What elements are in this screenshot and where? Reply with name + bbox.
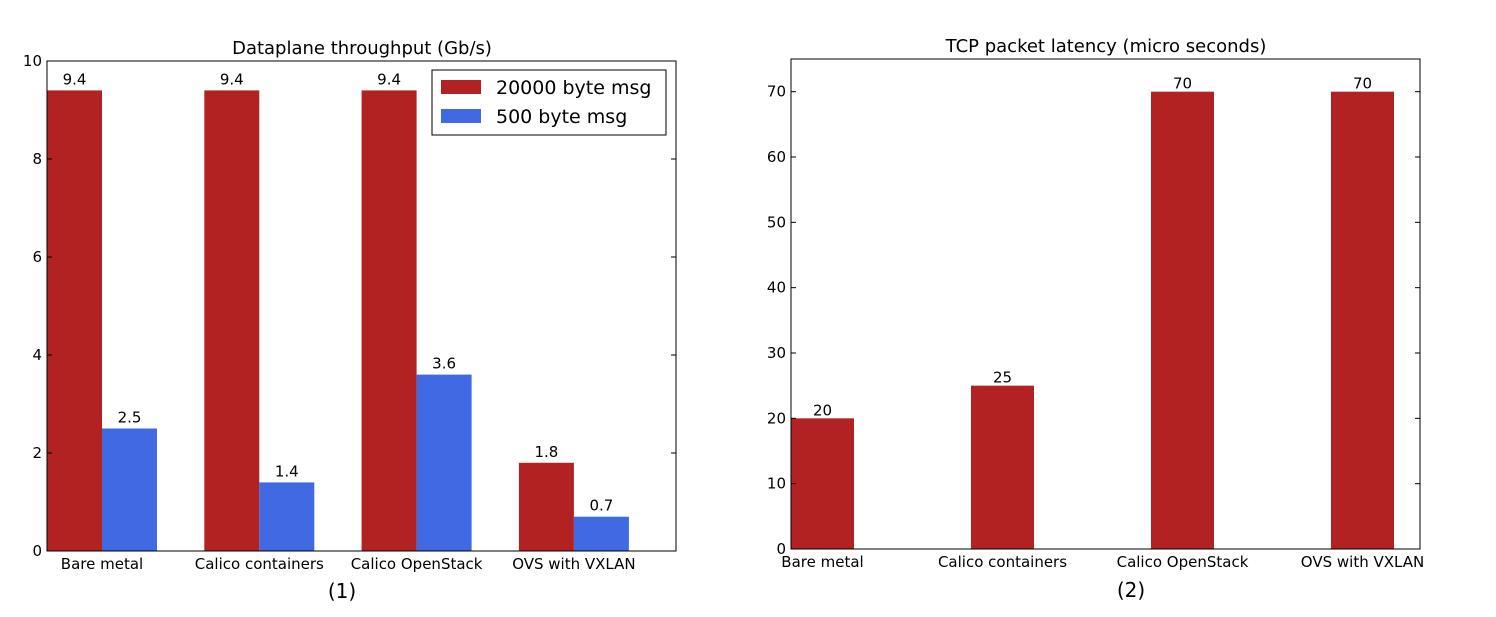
bar-latency-calico-containers [971, 385, 1034, 549]
y-tick-label: 40 [767, 279, 786, 297]
bar-value-label: 9.4 [377, 70, 401, 88]
bar-value-label: 1.4 [275, 462, 299, 480]
x-tick-label-bare-metal: Bare metal [61, 555, 143, 573]
bar-20000-byte-msg-calico-openstack [361, 90, 417, 552]
bar-500-byte-msg-calico-containers [259, 482, 315, 551]
bar-value-label: 1.8 [534, 443, 558, 461]
legend-label-500: 500 byte msg [496, 106, 627, 128]
bar-value-label: 2.5 [118, 409, 142, 427]
throughput-chart-title: Dataplane throughput (Gb/s) [232, 38, 492, 59]
bar-value-label: 20 [813, 401, 832, 419]
bar-500-byte-msg-bare-metal [102, 428, 157, 551]
y-tick-label: 0 [776, 540, 786, 558]
bar-value-label: 25 [993, 369, 1012, 387]
y-tick-label: 4 [32, 346, 42, 364]
latency-panel-label: (2) [1117, 578, 1145, 602]
bar-500-byte-msg-ovs-with-vxlan [573, 516, 629, 551]
bar-value-label: 0.7 [589, 497, 613, 515]
x-tick-label-calico-openstack: Calico OpenStack [1117, 553, 1249, 571]
bar-value-label: 9.4 [63, 70, 87, 88]
bar-value-label: 70 [1173, 75, 1192, 93]
y-tick-label: 10 [23, 52, 42, 70]
throughput-plot-frame [46, 60, 677, 552]
y-tick-label: 20 [767, 409, 786, 427]
y-tick-label: 8 [32, 150, 42, 168]
y-tick-label: 60 [767, 148, 786, 166]
throughput-chart: 9.4 2.5 9.4 1.4 9.4 3.6 1.8 0.7 Bare metal Calic… [23, 38, 677, 603]
latency-chart-title: TCP packet latency (micro seconds) [945, 36, 1267, 57]
legend-label-20000: 20000 byte msg [496, 77, 651, 99]
y-tick-label: 0 [32, 542, 42, 560]
legend-swatch-500 [441, 109, 481, 123]
y-tick-label: 2 [32, 444, 42, 462]
x-tick-label-bare-metal: Bare metal [781, 553, 863, 571]
y-tick-label: 30 [767, 344, 786, 362]
throughput-panel-label: (1) [328, 579, 356, 603]
bar-value-label: 70 [1353, 75, 1372, 93]
bar-20000-byte-msg-bare-metal [47, 90, 102, 552]
bar-20000-byte-msg-ovs-with-vxlan [518, 462, 574, 551]
x-tick-label-ovs-with-vxlan: OVS with VXLAN [512, 555, 635, 573]
bar-latency-calico-openstack [1151, 91, 1214, 550]
y-tick-label: 10 [767, 475, 786, 493]
x-tick-label-calico-containers: Calico containers [195, 555, 324, 573]
y-tick-label: 6 [32, 248, 42, 266]
y-tick-label: 50 [767, 213, 786, 231]
bar-latency-bare-metal [791, 418, 854, 549]
bar-500-byte-msg-calico-openstack [416, 374, 472, 551]
bar-value-label: 9.4 [220, 70, 244, 88]
y-tick-label: 70 [767, 83, 786, 101]
latency-plot-frame [790, 58, 1421, 550]
throughput-legend: 20000 byte msg 500 byte msg [431, 69, 667, 136]
bar-latency-ovs-with-vxlan [1331, 91, 1394, 550]
bar-value-label: 3.6 [432, 355, 456, 373]
x-tick-label-calico-containers: Calico containers [938, 553, 1067, 571]
bar-20000-byte-msg-calico-containers [204, 90, 260, 552]
legend-swatch-20000 [441, 80, 481, 94]
x-tick-label-calico-openstack: Calico OpenStack [351, 555, 483, 573]
x-tick-label-ovs-with-vxlan: OVS with VXLAN [1301, 553, 1424, 571]
latency-chart: 20 25 70 70 Bare metal Calico containers Cali… [767, 36, 1424, 602]
